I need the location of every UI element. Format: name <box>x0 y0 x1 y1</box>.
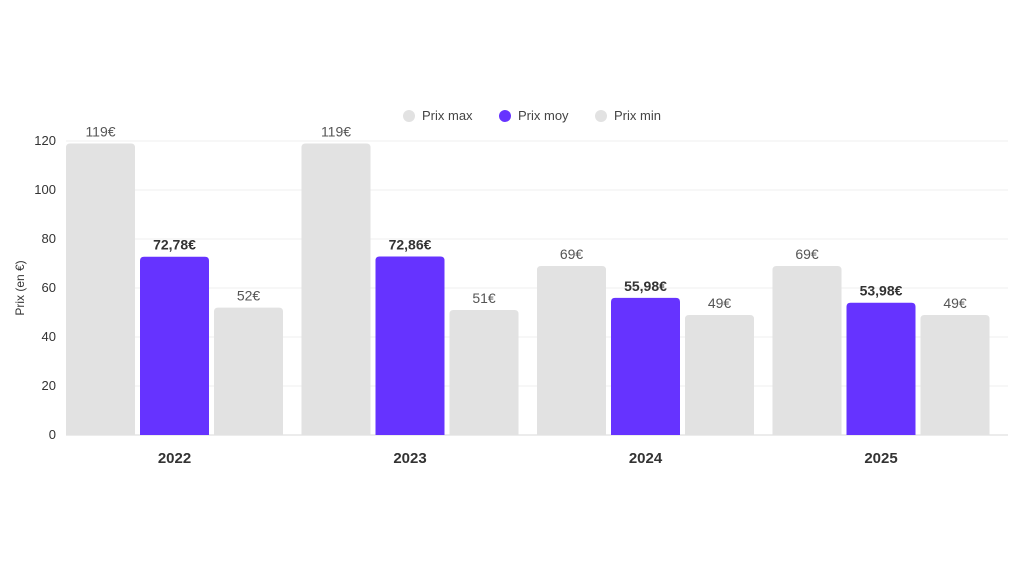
y-tick-label: 60 <box>42 280 56 295</box>
data-label: 55,98€ <box>624 278 667 294</box>
data-labels: 119€ 72,78€ 52€ 119€ 72,86€ 51€ 69€ 55,98€ 49€ 69… <box>85 123 966 311</box>
x-tick-label: 2024 <box>629 450 663 467</box>
data-label: 49€ <box>943 295 967 311</box>
data-label: 72,86€ <box>389 236 432 252</box>
data-label: 53,98€ <box>860 283 903 299</box>
x-tick-label: 2023 <box>393 450 426 467</box>
bar-prix-min-2025 <box>920 314 990 435</box>
x-tick-label: 2022 <box>158 450 191 467</box>
legend-label: Prix max <box>422 108 473 123</box>
bar-prix-max-2022 <box>66 143 135 435</box>
data-label: 69€ <box>795 246 819 262</box>
legend: Prix max Prix moy Prix min <box>403 108 661 123</box>
bar-prix-moy-2025 <box>846 302 916 435</box>
legend-swatch <box>499 110 511 122</box>
legend-swatch <box>595 110 607 122</box>
legend-label: Prix moy <box>518 108 569 123</box>
y-tick-label: 100 <box>34 182 56 197</box>
y-tick-label: 40 <box>42 329 56 344</box>
y-tick-label: 80 <box>42 231 56 246</box>
y-tick-label: 120 <box>34 133 56 148</box>
bar-prix-min-2023 <box>449 310 519 435</box>
y-axis-title: Prix (en €) <box>13 260 27 315</box>
bar-prix-moy-2023 <box>375 256 445 435</box>
bar-prix-moy-2024 <box>611 297 680 435</box>
data-label: 52€ <box>237 288 261 304</box>
y-axis: 0 20 40 60 80 100 120 <box>34 133 56 442</box>
bar-prix-moy-2022 <box>140 256 209 435</box>
y-tick-label: 20 <box>42 378 56 393</box>
data-label: 119€ <box>85 123 115 139</box>
data-label: 49€ <box>708 295 732 311</box>
bar-prix-min-2024 <box>685 314 754 435</box>
data-label: 72,78€ <box>153 237 196 253</box>
bar-prix-min-2022 <box>214 307 283 435</box>
x-tick-label: 2025 <box>864 450 897 467</box>
data-label: 51€ <box>472 290 496 306</box>
legend-swatch <box>403 110 415 122</box>
bars <box>66 143 990 435</box>
bar-prix-max-2023 <box>301 143 371 435</box>
legend-label: Prix min <box>614 108 661 123</box>
data-label: 69€ <box>560 246 584 262</box>
x-axis: 2022 2023 2024 2025 <box>158 450 898 467</box>
data-label: 119€ <box>321 123 351 139</box>
bar-prix-max-2025 <box>772 265 842 435</box>
y-tick-label: 0 <box>49 427 56 442</box>
bar-prix-max-2024 <box>537 265 606 435</box>
